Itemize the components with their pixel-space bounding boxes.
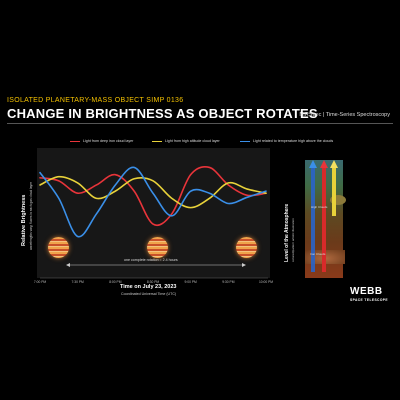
- legend-swatch-blue: [240, 140, 250, 142]
- planet-illustration-1: [48, 237, 69, 258]
- yellow-arrow-head: [330, 160, 338, 168]
- legend-entry-yellow: Light from high altitude cloud layer: [152, 139, 220, 143]
- high-cloud-shape: [330, 195, 346, 205]
- planet-illustration-2: [147, 237, 168, 258]
- rotation-label: one complete rotation = 2.4 hours: [124, 258, 178, 262]
- x-tick-label: 10:00 PM: [258, 280, 274, 284]
- subtitle: ISOLATED PLANETARY-MASS OBJECT SIMP 0136: [7, 97, 184, 104]
- red-arrow-head: [320, 160, 328, 168]
- instrument-label: NIRSpec | Time-Series Spectroscopy: [299, 112, 390, 118]
- x-tick-label: 9:30 PM: [222, 280, 235, 284]
- legend-entry-blue: Light related to temperature high above …: [240, 139, 333, 143]
- rotation-arrow-left: [66, 263, 70, 267]
- chart-title: CHANGE IN BRIGHTNESS AS OBJECT ROTATES: [7, 106, 318, 121]
- series-line-red: [39, 165, 267, 227]
- legend-entry-red: Light from deep iron cloud layer: [70, 139, 133, 143]
- legend-label-yellow: Light from high altitude cloud layer: [165, 139, 220, 143]
- series-line-yellow: [39, 175, 267, 209]
- x-tick-label: 9:00 PM: [184, 280, 197, 284]
- series-line-blue: [39, 166, 267, 238]
- title-divider: [7, 123, 393, 124]
- legend-label-red: Light from deep iron cloud layer: [83, 139, 134, 143]
- atmosphere-arrows: [309, 160, 338, 272]
- atmosphere-axis-sublabel: colored/pattern artistic illustration: [291, 218, 295, 262]
- x-axis-sublabel: Coordinated Universal Time (UTC): [121, 292, 177, 296]
- legend-label-blue: Light related to temperature high above …: [253, 139, 334, 143]
- blue-arrow-head: [309, 160, 317, 168]
- y-axis-sublabel: wavelengths vary, fluxes in each gas clo…: [29, 182, 33, 250]
- blue-arrow: [311, 166, 315, 272]
- atmosphere-axis-label: Level of the Atmosphere: [284, 203, 290, 262]
- high-clouds-label: High Clouds: [311, 205, 328, 209]
- webb-logo-subtitle: SPACE TELESCOPE: [350, 298, 388, 302]
- webb-logo: WEBB: [350, 286, 383, 297]
- planet-illustration-3: [236, 237, 257, 258]
- x-tick-label: 8:30 PM: [146, 280, 160, 284]
- yellow-arrow: [332, 166, 336, 216]
- x-tick-label: 7:30 PM: [71, 280, 84, 284]
- legend-swatch-red: [70, 140, 80, 142]
- red-arrow: [322, 166, 326, 272]
- legend-swatch-yellow: [152, 140, 162, 142]
- x-tick-label: 7:00 PM: [33, 280, 47, 284]
- iron-clouds-label: Iron Clouds: [310, 252, 326, 256]
- x-tick-label: 8:00 PM: [109, 280, 122, 284]
- x-axis-label: Time on July 23, 2023: [120, 284, 177, 290]
- rotation-arrow-right: [242, 263, 246, 267]
- y-axis-label: Relative Brightness: [21, 194, 27, 246]
